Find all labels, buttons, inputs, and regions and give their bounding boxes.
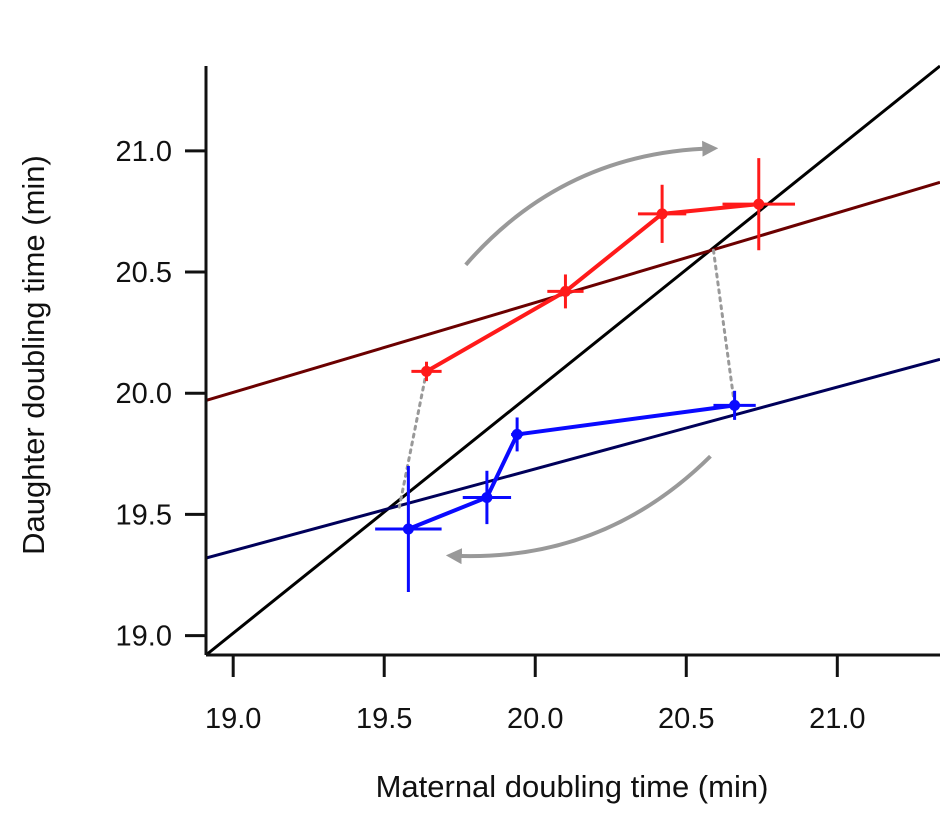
connector-lines — [397, 248, 737, 509]
y-tick-label: 19.5 — [116, 499, 172, 531]
y-axis-title: Daughter doubling time (min) — [16, 155, 51, 555]
series-1 — [375, 390, 756, 592]
x-axis-title: Maternal doubling time (min) — [376, 769, 769, 804]
series-line-1 — [407, 403, 735, 531]
cycle-arrow-0 — [464, 140, 719, 267]
x-tick-label: 19.0 — [205, 703, 261, 735]
data-point — [402, 523, 414, 535]
cycle-arrows — [445, 140, 719, 565]
y-tick-label: 20.0 — [116, 378, 172, 410]
axes — [204, 66, 940, 657]
x-tick-label: 19.5 — [356, 703, 412, 735]
series-0 — [411, 158, 796, 382]
y-tick-label: 20.5 — [116, 257, 172, 289]
x-tick-label: 20.0 — [507, 703, 563, 735]
reference-line-0 — [206, 64, 940, 655]
data-point — [481, 491, 493, 503]
x-ticks: 19.0 19.5 20.0 20.5 21.0 — [205, 656, 866, 735]
data-point — [656, 208, 668, 220]
series-line-0 — [425, 202, 759, 374]
reference-line-2 — [206, 357, 940, 560]
data-point — [729, 399, 741, 411]
y-tick-label: 21.0 — [116, 136, 172, 168]
reference-lines — [206, 64, 940, 655]
y-tick-label: 19.0 — [116, 621, 172, 653]
data-point — [421, 365, 433, 377]
data-series — [375, 158, 796, 592]
data-point — [559, 285, 571, 297]
data-point — [753, 198, 765, 210]
data-point — [511, 428, 523, 440]
cycle-arrow-1 — [445, 454, 712, 565]
x-tick-label: 20.5 — [658, 703, 714, 735]
connector-line-0 — [397, 369, 429, 509]
y-ticks: 19.0 19.5 20.0 20.5 21.0 — [116, 136, 205, 653]
x-tick-label: 21.0 — [809, 703, 865, 735]
connector-line-1 — [711, 248, 737, 407]
